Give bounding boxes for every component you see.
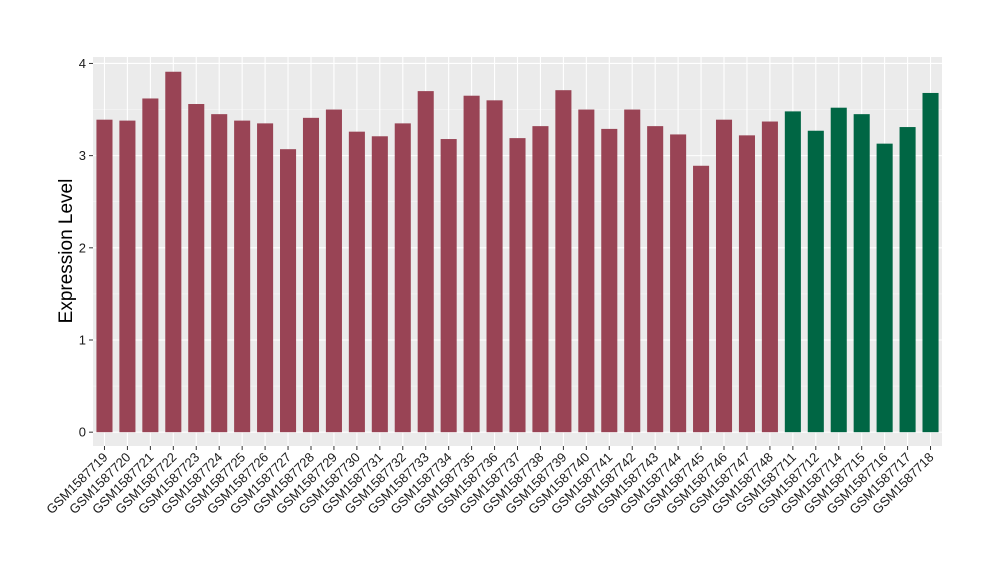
y-tick-label: 2 xyxy=(79,240,86,255)
bar-GSM1587733 xyxy=(417,91,434,433)
bar-GSM1587736 xyxy=(486,100,503,433)
y-tick-label: 0 xyxy=(79,425,86,440)
bar-GSM1587748 xyxy=(761,121,778,433)
bar-GSM1587731 xyxy=(371,136,388,433)
bar-GSM1587712 xyxy=(807,130,824,433)
bar-GSM1587734 xyxy=(440,139,457,433)
bar-GSM1587717 xyxy=(899,127,916,433)
bar-GSM1587738 xyxy=(532,126,549,433)
bar-GSM1587716 xyxy=(876,143,893,433)
bar-GSM1587724 xyxy=(211,114,228,433)
bar-GSM1587718 xyxy=(922,92,939,433)
bar-GSM1587721 xyxy=(142,98,159,433)
bar-GSM1587715 xyxy=(853,114,870,433)
y-axis: 0 1 2 3 4 xyxy=(79,56,93,440)
x-axis: GSM1587719GSM1587720GSM1587721GSM1587722… xyxy=(43,446,937,517)
bar-GSM1587711 xyxy=(784,111,801,433)
bar-GSM1587719 xyxy=(96,119,113,433)
bar-GSM1587723 xyxy=(188,104,205,433)
bar-GSM1587720 xyxy=(119,120,136,433)
bar-GSM1587722 xyxy=(165,71,182,433)
bar-GSM1587737 xyxy=(509,138,526,433)
y-tick-label: 1 xyxy=(79,332,86,347)
bar-GSM1587726 xyxy=(257,123,274,433)
y-axis-title: Expression Level xyxy=(56,179,77,324)
bar-GSM1587747 xyxy=(738,135,755,433)
bar-GSM1587742 xyxy=(624,109,641,433)
y-tick-label: 4 xyxy=(79,56,86,71)
bar-GSM1587745 xyxy=(693,165,710,433)
bar-GSM1587741 xyxy=(601,128,618,433)
bar-GSM1587727 xyxy=(280,149,297,433)
bar-GSM1587740 xyxy=(578,109,595,433)
bar-GSM1587725 xyxy=(234,120,251,433)
bar-GSM1587729 xyxy=(325,109,342,433)
bar-GSM1587743 xyxy=(647,126,664,433)
bar-GSM1587730 xyxy=(348,131,365,433)
y-tick-label: 3 xyxy=(79,148,86,163)
bar-GSM1587744 xyxy=(670,134,687,433)
bar-GSM1587728 xyxy=(302,117,320,433)
bar-GSM1587714 xyxy=(830,107,847,433)
bar-GSM1587732 xyxy=(394,123,411,433)
bar-GSM1587735 xyxy=(463,95,480,433)
bars xyxy=(96,71,939,433)
bar-GSM1587746 xyxy=(715,119,733,433)
bar-GSM1587739 xyxy=(555,90,572,433)
